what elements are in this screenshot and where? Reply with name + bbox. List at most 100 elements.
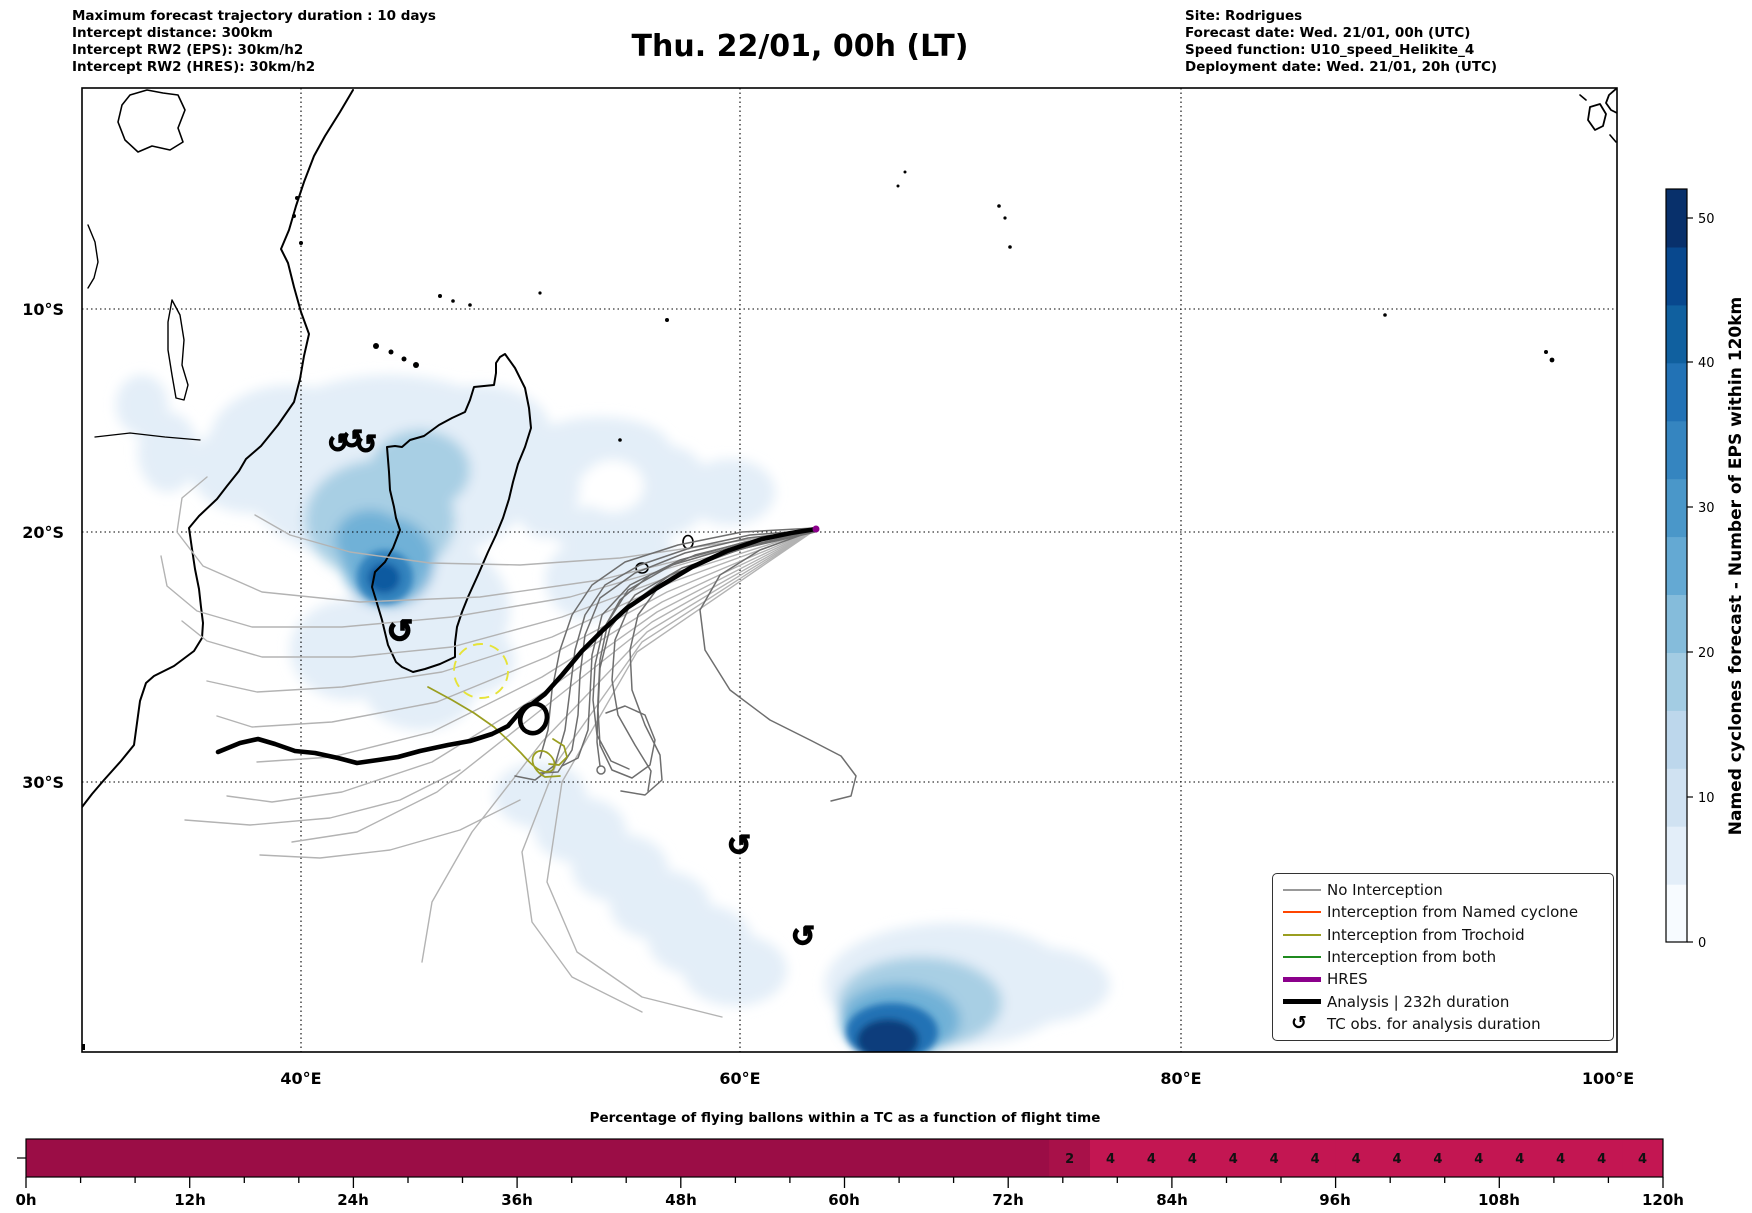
colorbar-border xyxy=(1665,188,1688,943)
strip-segment xyxy=(1622,1139,1664,1177)
eps-density-heatmap xyxy=(116,375,1110,1052)
island-specks xyxy=(82,170,1555,1050)
cahora-bassa-lake-line xyxy=(94,432,201,441)
trajectories-trochoid-interception xyxy=(427,686,568,778)
map-border xyxy=(81,87,1618,1053)
island-speck-group xyxy=(1579,94,1617,143)
ytick-label: 20°S xyxy=(22,523,64,542)
legend-item-tc-obs: ↺ TC obs. for analysis duration xyxy=(1283,1013,1603,1035)
colorbar-segment xyxy=(1666,768,1687,827)
latitude-axis: 10°S 20°S 30°S xyxy=(22,300,64,792)
strip-segment-value: 4 xyxy=(1638,1152,1647,1167)
map-legend: No Interception Interception from Named … xyxy=(1272,873,1614,1041)
page-title: Thu. 22/01, 00h (LT) xyxy=(632,29,969,64)
colorbar-segment xyxy=(1666,536,1687,595)
island-sumatra-corner xyxy=(1605,88,1617,114)
time-tick: 60h xyxy=(828,1191,860,1209)
strip-segment xyxy=(1294,1139,1337,1177)
strip-segment-value: 2 xyxy=(1065,1152,1074,1167)
tc-obs-icon: ↺ xyxy=(791,919,815,953)
colorbar-segment xyxy=(1666,594,1687,653)
strip-segment xyxy=(1335,1139,1377,1177)
colorbar-label: Named cyclones forecast - Number of EPS … xyxy=(1726,297,1746,836)
strip-segment-value: 4 xyxy=(1229,1152,1238,1167)
legend-line-sample xyxy=(1283,999,1327,1005)
legend-label: Interception from Named cyclone xyxy=(1327,903,1579,922)
ytick-label: 10°S xyxy=(22,300,64,319)
header-line: Intercept RW2 (EPS): 30km/h2 xyxy=(72,42,303,58)
time-tick: 0h xyxy=(15,1191,36,1209)
header-line: Intercept RW2 (HRES): 30km/h2 xyxy=(72,59,315,75)
cbar-tick: 10 xyxy=(1698,791,1715,806)
header-line: Maximum forecast trajectory duration : 1… xyxy=(72,8,436,24)
lake-victoria-outline xyxy=(117,89,186,153)
legend-item-analysis: Analysis | 232h duration xyxy=(1283,991,1603,1013)
colorbar-segment xyxy=(1666,304,1687,364)
legend-line-sample xyxy=(1283,889,1327,892)
cbar-tick: 30 xyxy=(1698,501,1715,516)
strip-segment xyxy=(1253,1139,1296,1177)
strip-segment-value: 4 xyxy=(1515,1152,1524,1167)
legend-item-named-cyclone: Interception from Named cyclone xyxy=(1283,901,1603,923)
header-right-block: Site: Rodrigues Forecast date: Wed. 21/0… xyxy=(1185,8,1497,75)
legend-label: Analysis | 232h duration xyxy=(1327,992,1510,1011)
legend-label: Interception from Trochoid xyxy=(1327,925,1525,944)
header-line: Site: Rodrigues xyxy=(1185,8,1302,24)
strip-segment-value: 4 xyxy=(1106,1152,1115,1167)
legend-line-sample xyxy=(1283,933,1327,936)
xtick-label: 80°E xyxy=(1160,1069,1201,1088)
legend-line-sample xyxy=(1283,911,1327,914)
time-tick: 120h xyxy=(1642,1191,1684,1209)
strip-segment-value: 4 xyxy=(1311,1152,1320,1167)
lake-malawi-outline xyxy=(167,299,189,401)
analysis-track xyxy=(215,526,819,766)
time-tick: 12h xyxy=(174,1191,206,1209)
tc-obs-icon: ↺ xyxy=(355,430,377,460)
legend-item-no-interception: No Interception xyxy=(1283,879,1603,901)
xtick-label: 40°E xyxy=(280,1069,321,1088)
colorbar-segment xyxy=(1666,826,1687,885)
strip-axis-ticks xyxy=(25,1177,1664,1188)
trochoid-range-circle xyxy=(453,643,509,699)
coastline-madagascar xyxy=(371,353,532,673)
strip-segment-value: 4 xyxy=(1433,1152,1442,1167)
legend-line-sample xyxy=(1283,955,1327,958)
strip-segment xyxy=(1090,1139,1132,1177)
cbar-tick: 40 xyxy=(1698,356,1715,371)
strip-segment xyxy=(1499,1139,1541,1177)
strip-segment xyxy=(1458,1139,1500,1177)
legend-label: HRES xyxy=(1327,970,1368,989)
tc-observation-icons: ↺ ↺ ↺ ↺ ↺ ↺ xyxy=(327,424,816,953)
time-tick: 108h xyxy=(1478,1191,1520,1209)
time-tick: 48h xyxy=(665,1191,697,1209)
graticule-gridlines xyxy=(82,88,1617,1052)
strip-segment xyxy=(1417,1139,1459,1177)
colorbar-segment xyxy=(1666,710,1687,769)
strip-segment xyxy=(1581,1139,1623,1177)
tc-obs-icon: ↺ xyxy=(387,612,414,650)
colorbar xyxy=(1666,189,1687,943)
header-line: Deployment date: Wed. 21/01, 20h (UTC) xyxy=(1185,59,1497,75)
tc-obs-icon: ↺ xyxy=(327,429,349,459)
strip-segment xyxy=(1212,1139,1255,1177)
strip-segment xyxy=(26,1139,1050,1177)
cbar-tick: 0 xyxy=(1698,936,1706,951)
legend-label: No Interception xyxy=(1327,881,1443,900)
strip-bar-segments: 2 4 4 4 4 4 4 4 4 4 4 4 4 4 4 xyxy=(26,1139,1664,1177)
legend-label: TC obs. for analysis duration xyxy=(1327,1014,1541,1033)
time-tick: 36h xyxy=(501,1191,533,1209)
strip-segment-value: 4 xyxy=(1556,1152,1565,1167)
colorbar-segment xyxy=(1666,652,1687,711)
cbar-tick: 50 xyxy=(1698,212,1715,227)
colorbar-segment xyxy=(1666,246,1687,306)
colorbar-segment xyxy=(1666,420,1687,480)
lake-tanganyika-outline xyxy=(87,224,99,289)
legend-line-sample xyxy=(1283,976,1327,982)
legend-item-trochoid: Interception from Trochoid xyxy=(1283,924,1603,946)
strip-segment-value: 4 xyxy=(1392,1152,1401,1167)
longitude-axis: 40°E 60°E 80°E 100°E xyxy=(280,1069,1634,1088)
strip-segment-value: 4 xyxy=(1188,1152,1197,1167)
strip-time-labels: 0h 12h 24h 36h 48h 60h 72h 84h 96h 108h … xyxy=(15,1191,1684,1209)
strip-segment xyxy=(1540,1139,1582,1177)
